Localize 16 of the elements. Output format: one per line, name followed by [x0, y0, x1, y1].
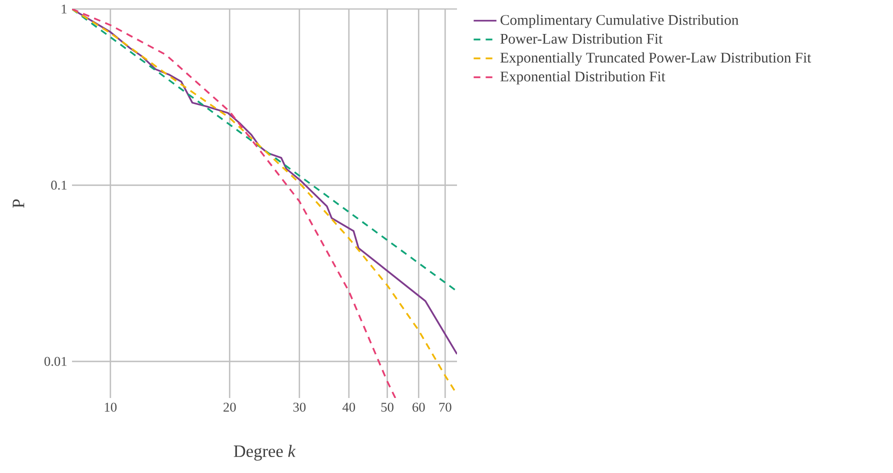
y-axis-title: P: [12, 199, 24, 208]
x-tick-label: 30: [293, 402, 306, 412]
legend-label: Power-Law Distribution Fit: [500, 33, 663, 44]
y-tick-label: 0.01: [44, 356, 67, 366]
x-tick-label: 20: [224, 402, 236, 412]
legend-label: Exponentially Truncated Power-Law Distribution Fit: [500, 52, 812, 66]
x-tick-label: 70: [439, 402, 452, 412]
x-tick-label: 60: [412, 402, 425, 412]
x-tick-label: 40: [342, 402, 356, 412]
x-tick-label: 50: [381, 402, 394, 412]
y-tick-label: 1: [62, 4, 67, 14]
x-axis-title: Degree k: [234, 444, 296, 461]
y-tick-label: 0.1: [51, 180, 67, 190]
x-tick-label: 10: [104, 402, 117, 412]
legend-label: Exponential Distribution Fit: [500, 71, 666, 84]
legend-label: Complimentary Cumulative Distribution: [500, 14, 739, 28]
